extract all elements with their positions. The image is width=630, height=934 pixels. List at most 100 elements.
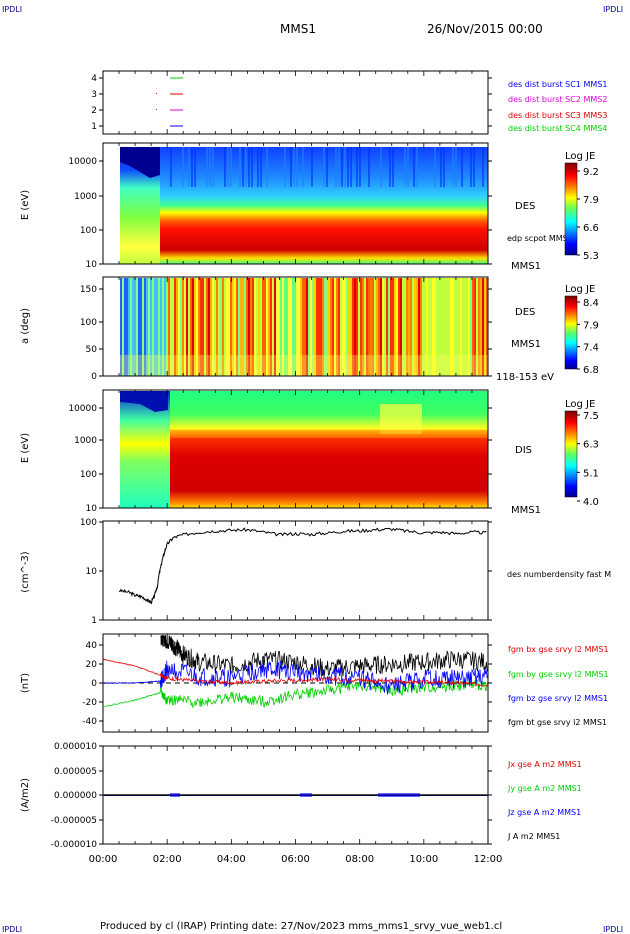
y-tick-label: 4 [91, 74, 97, 84]
colorbar-tick-label: 8.4 [583, 298, 599, 309]
y-tick-label: 10 [86, 504, 98, 514]
x-tick-label: 08:00 [345, 854, 374, 865]
density-line [118, 527, 487, 605]
y-tick-labels: 10000 1000 100 10 [68, 157, 492, 270]
mission-title: MMS1 [280, 22, 316, 36]
y-tick-label: -40 [82, 717, 97, 727]
legend-entry: fgm bx gse srvy l2 MMS1 [508, 645, 609, 654]
y-tick-labels: 100 10 1 [80, 518, 492, 626]
instrument-label: DIS [515, 445, 532, 456]
y-tick-label: -0.000005 [51, 816, 97, 826]
colorbar-tick-label: 7.4 [583, 343, 599, 354]
y-axis-label: E (eV) [20, 190, 31, 220]
colorbar-tick-label: 6.6 [583, 223, 599, 234]
y-tick-labels: 10000 1000 100 10 [68, 404, 492, 514]
energy-range-label: 118-153 eV [496, 372, 554, 383]
legend-entry: des dist burst SC4 MMS4 [508, 124, 607, 133]
y-tick-label: 10000 [68, 157, 97, 167]
y-tick-label: 3 [91, 90, 97, 100]
x-tick-label: 12:00 [474, 854, 503, 865]
y-tick-labels: 0.000010 0.000005 0.000000 -0.000005 -0.0000… [51, 742, 492, 850]
y-axis-label: (A/m2) [20, 778, 31, 812]
y-tick-label: 10 [86, 260, 98, 270]
y-tick-label: -0.000010 [51, 840, 97, 850]
panel-magnetic-field: (nT) 40 20 0 -20 -40 fgm bx gse srvy l2 MMS1… [20, 633, 609, 733]
legend: fgm bx gse srvy l2 MMS1 fgm by gse srvy l… [508, 645, 609, 727]
y-tick-label: 40 [86, 641, 98, 651]
y-tick-label: 10000 [68, 404, 97, 414]
colorbar-title: Log JE [565, 284, 595, 295]
y-tick-labels: 40 20 0 -20 -40 [82, 641, 492, 727]
y-tick-label: 150 [80, 285, 97, 295]
legend-entry: des dist burst SC1 MMS1 [508, 80, 607, 89]
y-tick-label: 1 [91, 616, 97, 626]
colorbar-tick-label: 6.8 [583, 365, 599, 376]
spacecraft-label: MMS1 [511, 505, 541, 516]
footer-text: Produced by cl (IRAP) Printing date: 27/… [100, 921, 502, 932]
y-axis-label: E (eV) [20, 433, 31, 463]
colorbar-tick-label: 7.9 [583, 320, 599, 331]
y-axis-label: a (deg) [20, 308, 31, 344]
y-tick-label: 2 [91, 106, 97, 116]
legend: des dist burst SC1 MMS1 des dist burst SC… [508, 80, 607, 133]
legend-entry: J A m2 MMS1 [507, 832, 560, 841]
y-tick-label: 0.000010 [54, 742, 97, 752]
x-tick-label: 06:00 [281, 854, 310, 865]
legend-entry: fgm bt gse srvy l2 MMS1 [508, 718, 607, 727]
legend-entry: Jz gse A m2 MMS1 [507, 808, 581, 817]
panel-density: (cm^-3) 100 10 1 des numberdensity fast M [20, 518, 611, 626]
colorbar-tick-label: 7.9 [583, 195, 599, 206]
colorbar-tick-label: 4.0 [583, 497, 599, 508]
corner-label: IPDLI [603, 5, 623, 14]
y-tick-label: 1000 [74, 436, 97, 446]
y-axis-label: (cm^-3) [20, 551, 31, 592]
x-tick-label: 10:00 [409, 854, 438, 865]
y-tick-label: 100 [80, 226, 97, 236]
y-tick-label: 0 [91, 679, 97, 689]
y-tick-labels: 150 100 50 0 [80, 285, 492, 382]
colorbar-tick-label: 5.1 [583, 468, 599, 479]
overlay-label: edp scpot MMS1 [507, 234, 573, 243]
y-tick-label: 10 [86, 567, 98, 577]
y-tick-label: 20 [86, 660, 98, 670]
x-tick-label: 02:00 [153, 854, 182, 865]
corner-label: IPDLI [2, 925, 22, 934]
panel-des-energy: E (eV) 10000 1000 100 10 DES edp scpot MMS1… [20, 142, 599, 272]
b-field-line [160, 635, 488, 677]
y-axis-label: (nT) [20, 673, 31, 693]
colorbar-title: Log JE [565, 151, 595, 162]
y-tick-label: 100 [80, 518, 97, 528]
colorbar: Log JE 9.2 7.9 6.6 5.3 [564, 151, 599, 262]
x-axis-ticks: 00:00 02:00 04:00 06:00 08:00 10:00 12:00 [89, 71, 503, 865]
instrument-label: DES [515, 307, 535, 318]
legend-entry: Jy gse A m2 MMS1 [507, 784, 582, 793]
colorbar-tick-label: 7.5 [583, 411, 599, 422]
y-tick-label: 0.000000 [54, 791, 97, 801]
colorbar: Log JE 8.4 7.9 7.4 6.8 [564, 284, 599, 376]
y-tick-label: 0.000005 [54, 767, 97, 777]
y-tick-label: 1000 [74, 192, 97, 202]
spacecraft-label: MMS1 [511, 339, 541, 350]
b-field-line [102, 679, 488, 709]
y-tick-labels: 4 3 2 1 [91, 74, 492, 132]
y-tick-label: 0 [91, 372, 97, 382]
legend-entry: Jx gse A m2 MMS1 [507, 760, 582, 769]
legend-entry: fgm bz gse srvy l2 MMS1 [508, 694, 608, 703]
colorbar-title: Log JE [565, 399, 595, 410]
corner-label: IPDLI [603, 925, 623, 934]
corner-label: IPDLI [2, 5, 22, 14]
legend-entry: des numberdensity fast M [507, 570, 611, 579]
x-tick-label: 00:00 [89, 854, 118, 865]
legend-entry: des dist burst SC2 MMS2 [508, 95, 607, 104]
spacecraft-label: MMS1 [511, 261, 541, 272]
legend-entry: des dist burst SC3 MMS3 [508, 111, 607, 120]
b-field-line [102, 658, 488, 687]
panel-des-pitch-angle: a (deg) 150 100 50 0 DES MMS1 118-153 eV Lo… [20, 276, 599, 383]
colorbar-tick-label: 6.3 [583, 440, 599, 451]
legend-entry: fgm by gse srvy l2 MMS1 [508, 670, 609, 679]
y-tick-label: 100 [80, 318, 97, 328]
colorbar: Log JE 7.5 6.3 5.1 4.0 [564, 399, 599, 508]
y-tick-label: 50 [86, 345, 98, 355]
